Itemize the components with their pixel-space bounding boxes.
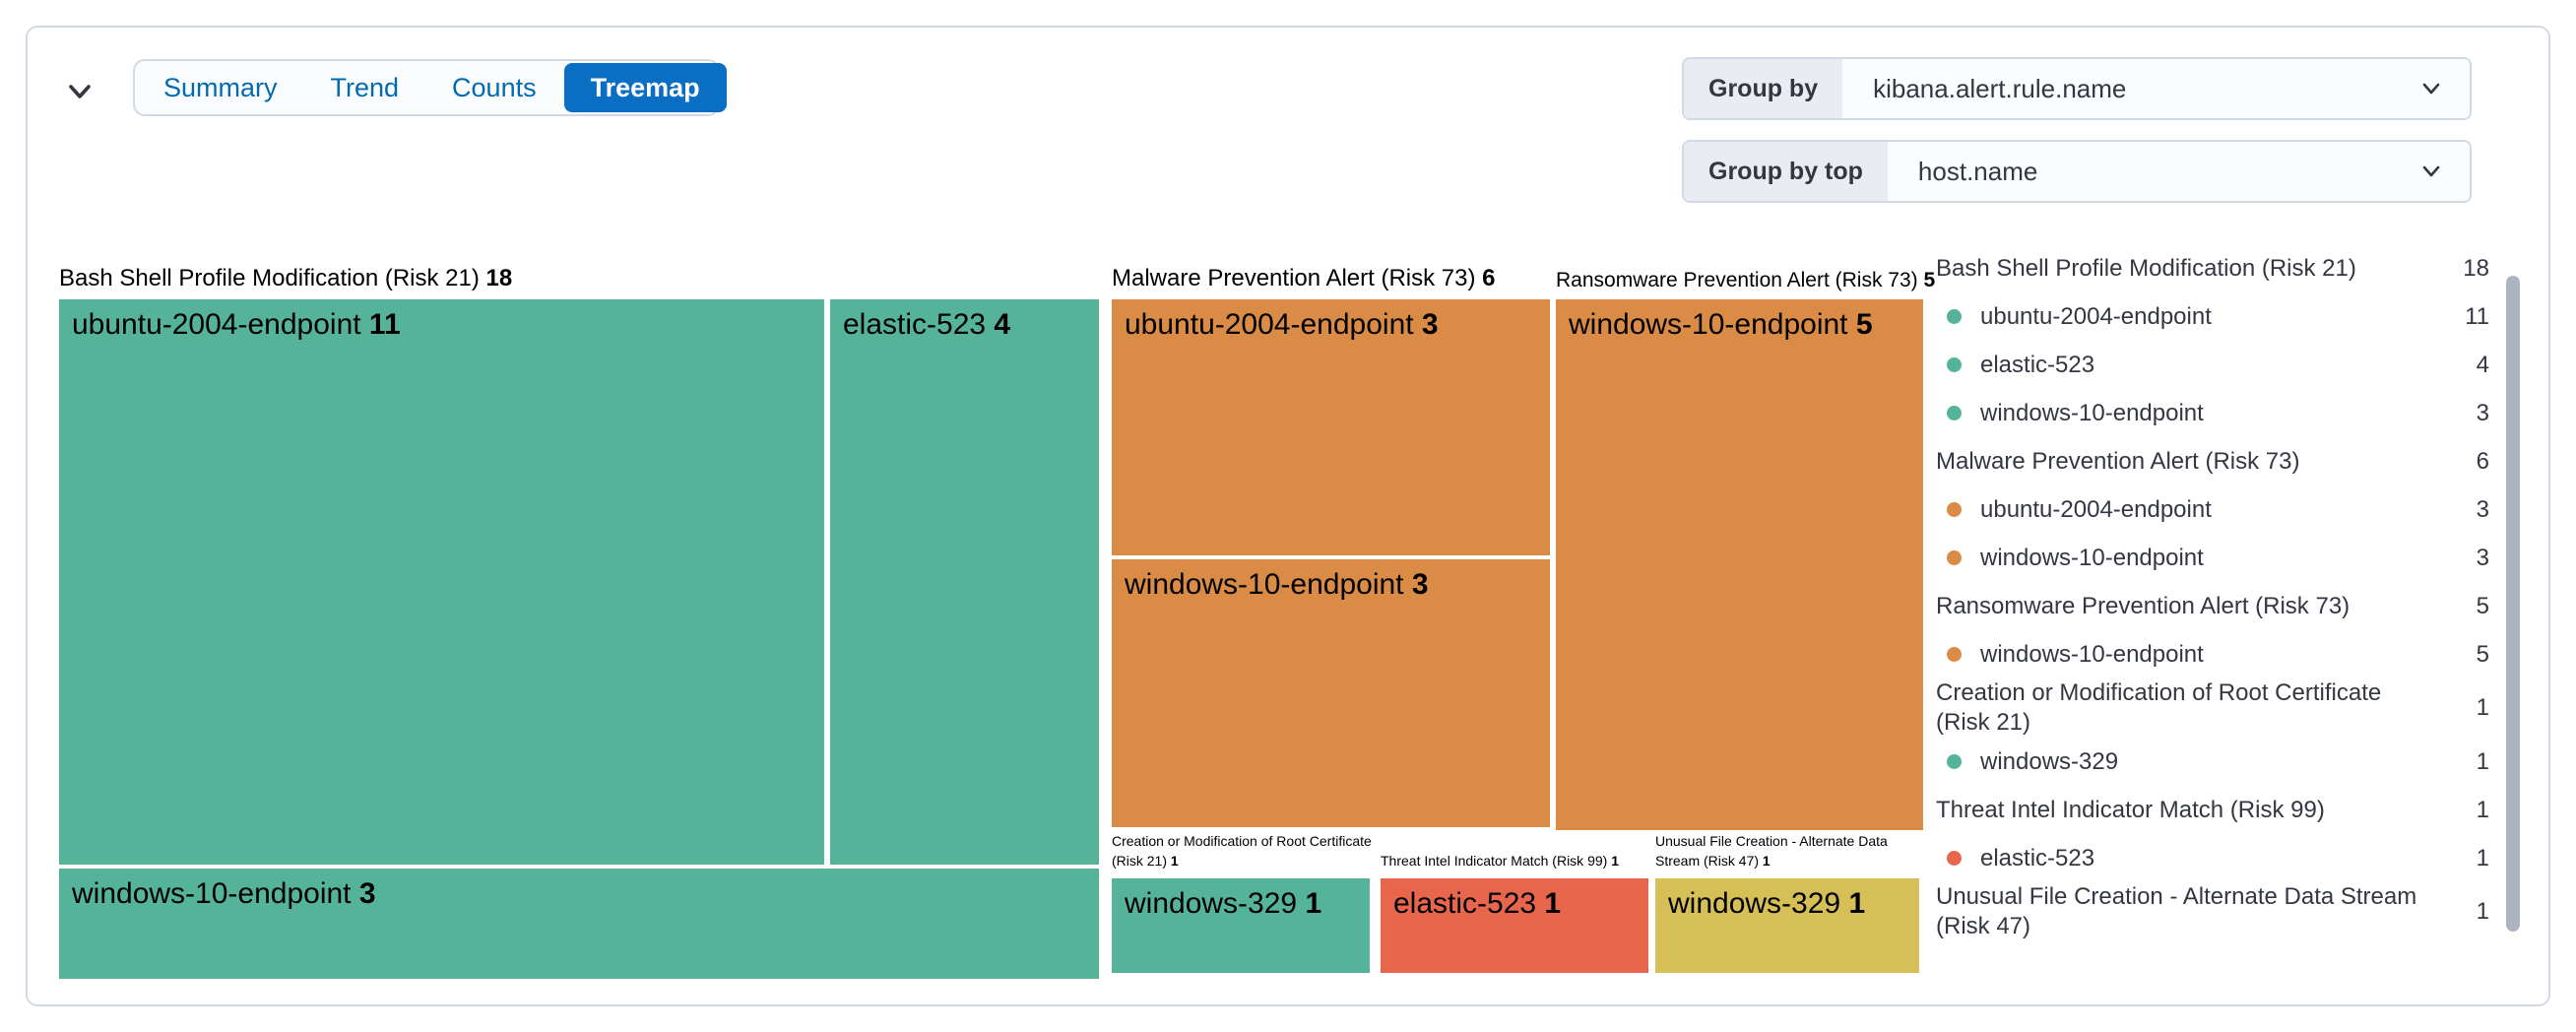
legend-host-row[interactable]: windows-329 1	[1936, 738, 2489, 786]
treemap-cell[interactable]: windows-10-endpoint 3	[59, 869, 1099, 979]
treemap-legend: Bash Shell Profile Modification (Risk 21…	[1936, 244, 2489, 941]
legend-scrollbar	[2506, 244, 2520, 1004]
treemap-group-label: Threat Intel Indicator Match (Risk 99) 1	[1381, 853, 1619, 869]
legend-group-row[interactable]: Unusual File Creation - Alternate Data S…	[1936, 882, 2489, 941]
legend-group-row[interactable]: Threat Intel Indicator Match (Risk 99) 1	[1936, 786, 2489, 834]
legend-value: 3	[2476, 399, 2489, 426]
legend-value: 1	[2476, 694, 2489, 721]
legend-color-dot	[1947, 851, 1962, 866]
legend-host-row[interactable]: windows-10-endpoint 5	[1936, 630, 2489, 678]
legend-color-dot	[1947, 357, 1962, 372]
legend-scrollbar-thumb[interactable]	[2506, 276, 2520, 932]
legend-host-row[interactable]: ubuntu-2004-endpoint 11	[1936, 292, 2489, 341]
alerts-panel: Summary Trend Counts Treemap Group by kiban…	[26, 26, 2550, 1006]
treemap-group-label: Unusual File Creation - Alternate Data St…	[1655, 833, 1888, 869]
group-by-value: kibana.alert.rule.name	[1873, 73, 2127, 103]
treemap-cell[interactable]: windows-10-endpoint 3	[1112, 559, 1550, 827]
chevron-down-icon	[2422, 165, 2440, 177]
legend-color-dot	[1947, 309, 1962, 324]
legend-label: ubuntu-2004-endpoint	[1980, 495, 2212, 523]
legend-label: Malware Prevention Alert (Risk 73)	[1936, 447, 2300, 475]
legend-value: 3	[2476, 544, 2489, 571]
legend-value: 1	[2476, 747, 2489, 775]
legend-value: 6	[2476, 447, 2489, 475]
legend-value: 4	[2476, 351, 2489, 378]
legend-value: 3	[2476, 495, 2489, 523]
legend-host-row[interactable]: elastic-523 1	[1936, 834, 2489, 882]
legend-host-row[interactable]: windows-10-endpoint 3	[1936, 389, 2489, 437]
legend-host-row[interactable]: ubuntu-2004-endpoint 3	[1936, 485, 2489, 534]
legend-value: 5	[2476, 592, 2489, 619]
treemap-cell[interactable]: windows-329 1	[1655, 878, 1919, 973]
legend-color-dot	[1947, 406, 1962, 420]
group-by-top-value: host.name	[1917, 156, 2038, 186]
legend-value: 18	[2463, 254, 2489, 282]
legend-label: Bash Shell Profile Modification (Risk 21…	[1936, 254, 2356, 282]
legend-label: windows-10-endpoint	[1980, 544, 2204, 571]
legend-value: 1	[2476, 844, 2489, 871]
legend-color-dot	[1947, 502, 1962, 517]
legend-value: 1	[2476, 796, 2489, 823]
legend-host-row[interactable]: windows-10-endpoint 3	[1936, 534, 2489, 582]
view-tab-group: Summary Trend Counts Treemap	[133, 59, 727, 116]
legend-label: windows-10-endpoint	[1980, 640, 2204, 668]
legend-label: Ransomware Prevention Alert (Risk 73)	[1936, 592, 2351, 619]
treemap-group-label: Ransomware Prevention Alert (Risk 73) 5	[1556, 269, 1936, 291]
legend-label: Threat Intel Indicator Match (Risk 99)	[1936, 796, 2325, 823]
tab-counts[interactable]: Counts	[425, 63, 563, 112]
chevron-down-icon	[69, 85, 91, 98]
legend-color-dot	[1947, 550, 1962, 565]
treemap-group-label: Creation or Modification of Root Certifi…	[1112, 833, 1372, 869]
treemap-cell[interactable]: elastic-523 4	[830, 299, 1099, 865]
legend-label: windows-10-endpoint	[1980, 399, 2204, 426]
treemap-cell[interactable]: ubuntu-2004-endpoint 3	[1112, 299, 1550, 555]
legend-label: Creation or Modification of Root Certifi…	[1936, 679, 2382, 736]
tab-treemap[interactable]: Treemap	[563, 63, 727, 112]
collapse-section-button[interactable]	[57, 69, 102, 114]
legend-label: elastic-523	[1980, 844, 2095, 871]
tab-summary[interactable]: Summary	[137, 63, 304, 112]
legend-host-row[interactable]: elastic-523 4	[1936, 341, 2489, 389]
legend-label: Unusual File Creation - Alternate Data S…	[1936, 883, 2417, 939]
treemap-cell[interactable]: elastic-523 1	[1381, 878, 1648, 973]
group-by-label: Group by	[1684, 59, 1843, 118]
legend-label: ubuntu-2004-endpoint	[1980, 302, 2212, 330]
legend-value: 5	[2476, 640, 2489, 668]
legend-group-row[interactable]: Malware Prevention Alert (Risk 73) 6	[1936, 437, 2489, 485]
treemap-cell[interactable]: ubuntu-2004-endpoint 11	[59, 299, 824, 865]
legend-label: windows-329	[1980, 747, 2119, 775]
legend-label: elastic-523	[1980, 351, 2095, 378]
legend-group-row[interactable]: Creation or Modification of Root Certifi…	[1936, 678, 2489, 738]
treemap-chart: Bash Shell Profile Modification (Risk 21…	[28, 28, 2548, 1004]
treemap-group-label: Bash Shell Profile Modification (Risk 21…	[59, 265, 513, 291]
chevron-down-icon	[2422, 83, 2440, 95]
treemap-cell[interactable]: windows-329 1	[1112, 878, 1370, 973]
tab-trend[interactable]: Trend	[304, 63, 426, 112]
treemap-cell[interactable]: windows-10-endpoint 5	[1556, 299, 1923, 830]
legend-group-row[interactable]: Bash Shell Profile Modification (Risk 21…	[1936, 244, 2489, 292]
group-by-top-select[interactable]: host.name	[1887, 142, 2470, 201]
group-by-control: Group by kibana.alert.rule.name	[1682, 57, 2472, 120]
group-by-select[interactable]: kibana.alert.rule.name	[1842, 59, 2470, 118]
group-by-top-label: Group by top	[1684, 142, 1888, 201]
legend-color-dot	[1947, 754, 1962, 769]
legend-color-dot	[1947, 647, 1962, 662]
legend-value: 11	[2465, 302, 2489, 330]
legend-group-row[interactable]: Ransomware Prevention Alert (Risk 73) 5	[1936, 582, 2489, 630]
legend-value: 1	[2476, 898, 2489, 925]
group-by-top-control: Group by top host.name	[1682, 140, 2472, 203]
treemap-group-label: Malware Prevention Alert (Risk 73) 6	[1112, 265, 1496, 291]
